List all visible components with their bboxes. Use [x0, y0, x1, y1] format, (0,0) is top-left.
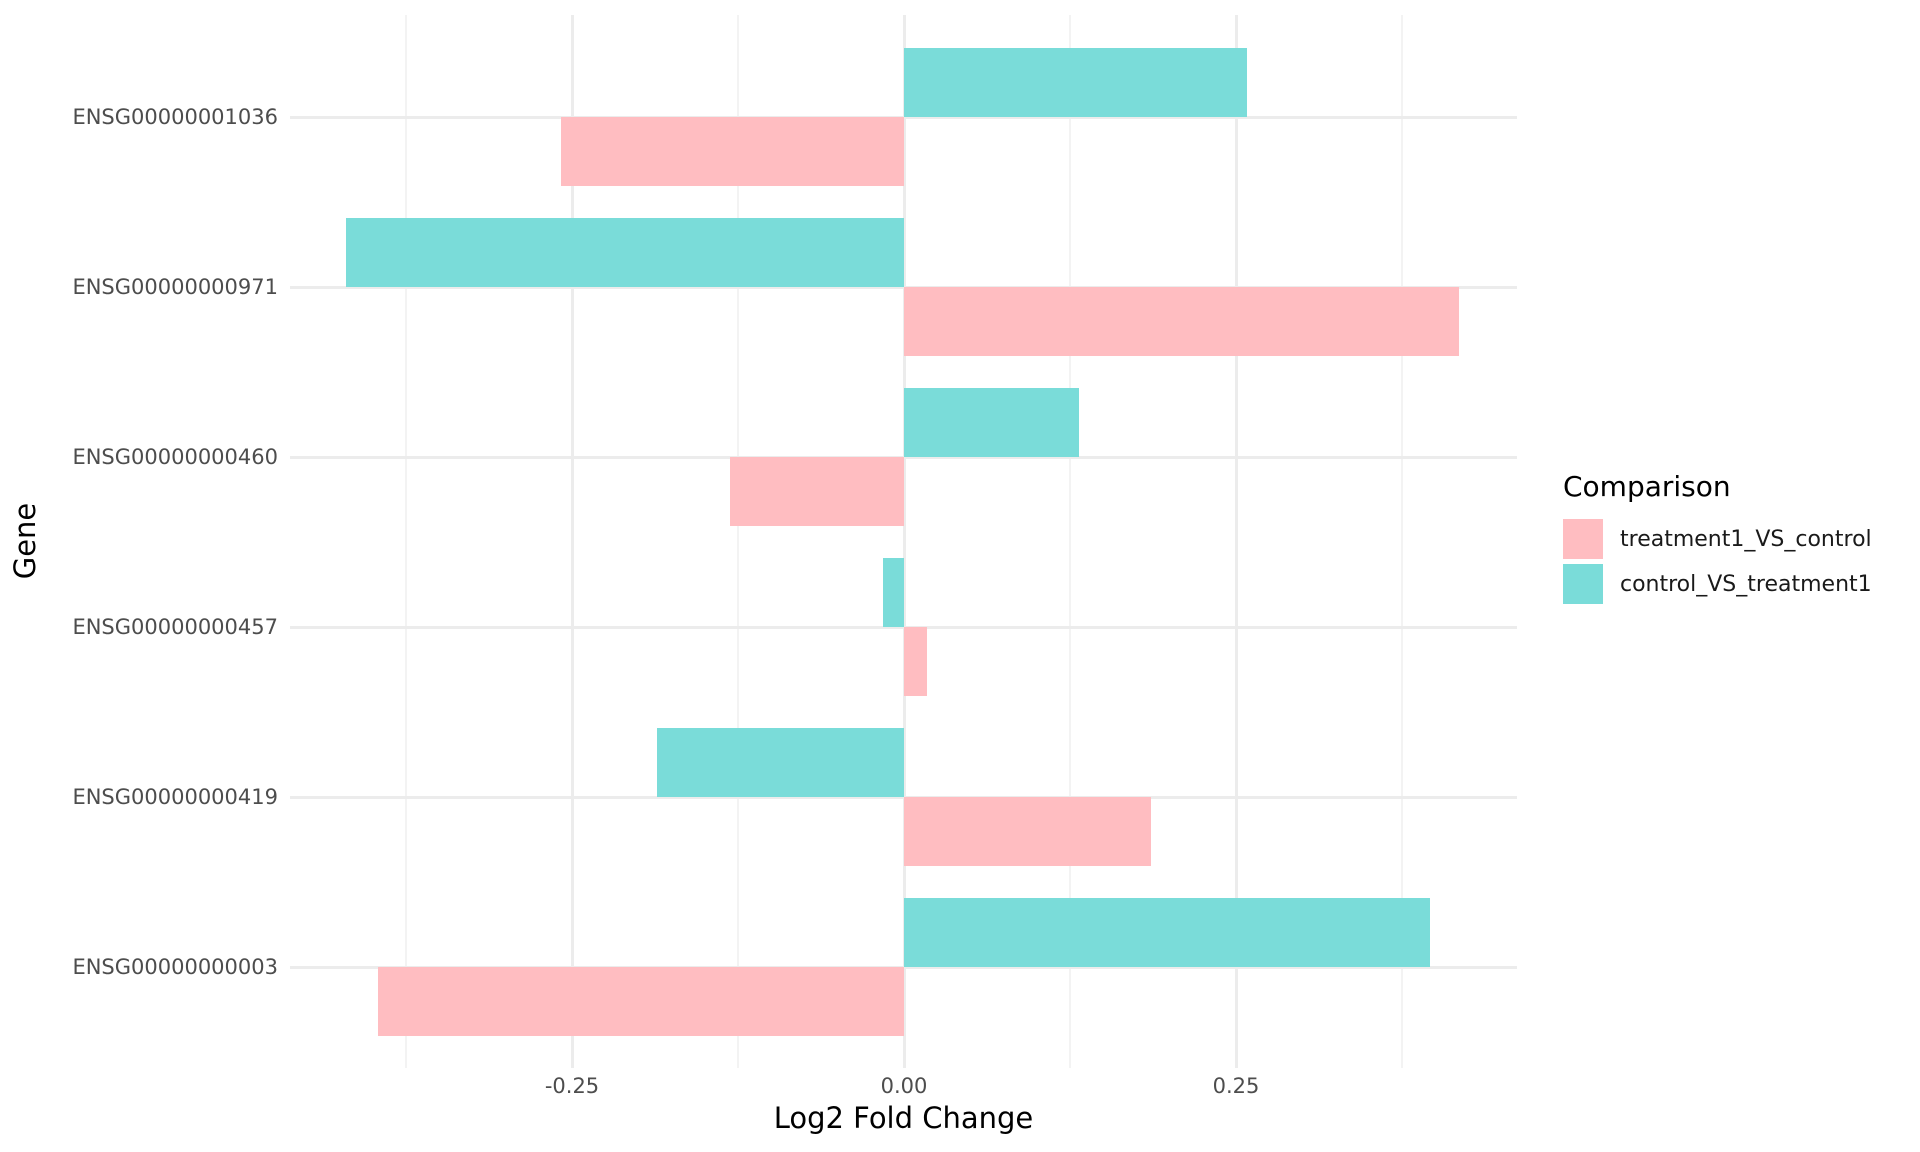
gridline-major-vertical [570, 15, 574, 1068]
legend-item-label: control_VS_treatment1 [1620, 571, 1872, 597]
gridline-minor-vertical [737, 15, 739, 1068]
x-tick-label: 0.00 [880, 1074, 928, 1098]
control_VS_treatment1-bar [904, 388, 1080, 457]
gridline-major-horizontal [290, 625, 1517, 629]
treatment1_VS_control-bar [561, 117, 904, 186]
control_VS_treatment1-bar [656, 728, 904, 797]
gridline-major-horizontal [290, 795, 1517, 799]
gridline-major-horizontal [290, 285, 1517, 289]
legend-item-label: treatment1_VS_control [1620, 526, 1872, 552]
control_VS_treatment1-bar [904, 48, 1247, 117]
legend-item: treatment1_VS_control [1563, 519, 1872, 559]
treatment1_VS_control-bar [904, 287, 1460, 356]
control_VS_treatment1-bar [904, 898, 1430, 967]
gene-label: ENSG00000000971 [72, 275, 278, 299]
gridline-major-vertical [1234, 15, 1238, 1068]
control_VS_treatment1-legend-swatch [1563, 564, 1603, 604]
gene-label: ENSG00000000460 [72, 445, 278, 469]
control_VS_treatment1-bar [346, 218, 904, 287]
legend-title: Comparison [1563, 470, 1731, 503]
treatment1_VS_control-bar [904, 797, 1151, 866]
x-tick-label: 0.25 [1212, 1074, 1260, 1098]
x-axis-title: Log2 Fold Change [773, 1101, 1034, 1135]
gene-label: ENSG00000000419 [72, 785, 278, 809]
treatment1_VS_control-bar [904, 627, 927, 696]
gene-label: ENSG00000001036 [72, 105, 278, 129]
treatment1_VS_control-legend-swatch [1563, 519, 1603, 559]
legend-items: treatment1_VS_control control_VS_treatmen… [1563, 519, 1872, 604]
x-tick-label: -0.25 [544, 1074, 600, 1098]
gridline-minor-vertical [1401, 15, 1403, 1068]
y-axis-labels: ENSG00000001036 ENSG00000000971 ENSG000000… [0, 0, 278, 1152]
gene-label: ENSG00000000457 [72, 615, 278, 639]
control_VS_treatment1-bar [882, 558, 904, 627]
treatment1_VS_control-bar [378, 967, 904, 1036]
legend-item: control_VS_treatment1 [1563, 564, 1872, 604]
gene-label: ENSG00000000003 [72, 955, 278, 979]
gridline-major-vertical [902, 15, 906, 1068]
treatment1_VS_control-bar [730, 457, 904, 526]
gridline-minor-vertical [405, 15, 407, 1068]
plot-panel [290, 15, 1517, 1068]
gridline-minor-vertical [1069, 15, 1071, 1068]
legend: Comparison treatment1_VS_control control_… [1563, 470, 1872, 609]
